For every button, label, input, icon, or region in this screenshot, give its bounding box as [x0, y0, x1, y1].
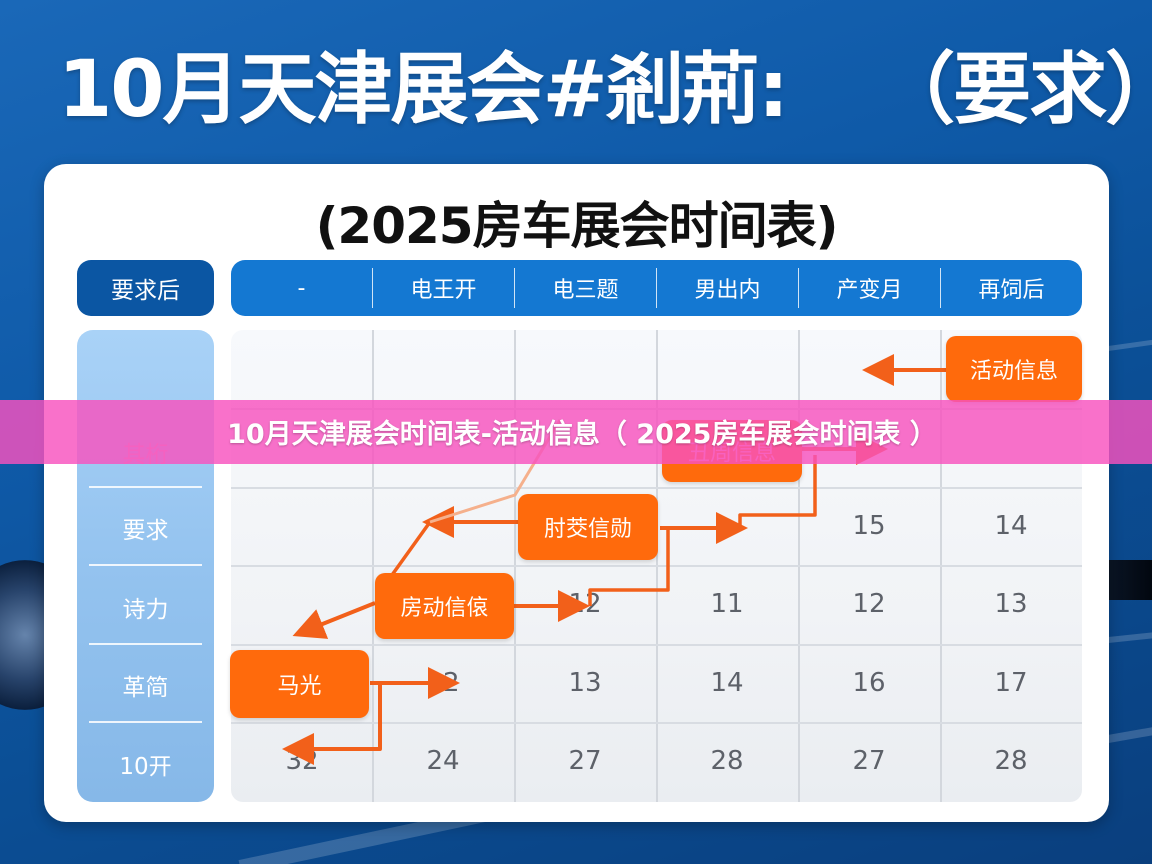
table-cell: 17 [994, 668, 1028, 698]
table-cell: 16 [852, 668, 886, 698]
column-header: 男出内 [656, 268, 798, 308]
table-cell: 12 [852, 589, 886, 619]
corner-header: 要求后 [77, 260, 214, 316]
row-label: 诗力 [122, 597, 169, 623]
table-cell: 27 [568, 746, 602, 776]
schedule-card: (2025房车展会时间表) 要求后 - 电王开 电三题 男出内 产变月 再饲后 … [44, 164, 1109, 822]
column-header-bar: - 电王开 电三题 男出内 产变月 再饲后 [231, 260, 1082, 316]
row-divider [89, 643, 202, 645]
table-cell: 14 [710, 668, 744, 698]
headline-main: 10月天津展会#剎荊: [58, 45, 789, 135]
row-divider [89, 486, 202, 488]
row-label: 要求 [122, 518, 169, 544]
row-divider [89, 564, 202, 566]
table-cell: 15 [852, 511, 886, 541]
row-divider [89, 721, 202, 723]
tag-activity-info: 活动信息 [946, 336, 1082, 402]
column-header: 电三题 [514, 268, 656, 308]
table-cell: 13 [994, 589, 1028, 619]
headline-suffix: （要求） [877, 45, 1152, 135]
table-cell: 27 [852, 746, 886, 776]
table-cell: 12 [568, 589, 602, 619]
table-cell: 28 [994, 746, 1028, 776]
table-cell: 32 [285, 746, 319, 776]
card-title: (2025房车展会时间表) [315, 197, 839, 255]
column-header: 电王开 [372, 268, 514, 308]
caption-banner: 10月天津展会时间表-活动信息（ 2025房车展会时间表 ） [0, 400, 1152, 464]
table-cell: 14 [994, 511, 1028, 541]
table-cell: 12 [426, 668, 460, 698]
table-cell: 11 [710, 589, 744, 619]
grid-line [231, 487, 1082, 489]
grid-line [231, 644, 1082, 646]
table-cell: 24 [426, 746, 460, 776]
column-header: - [297, 275, 306, 301]
table-cell: 28 [710, 746, 744, 776]
tag-ma-guang: 马光 [230, 650, 369, 718]
row-label: 革简 [122, 675, 169, 701]
tag-house-info: 房动信偯 [375, 573, 514, 639]
column-header: 再饲后 [940, 268, 1082, 308]
column-header: 产变月 [798, 268, 940, 308]
headline: 10月天津展会#剎荊: （要求） [58, 40, 1152, 140]
table-cell: 13 [568, 668, 602, 698]
row-label: 10开 [119, 754, 172, 780]
grid-line [231, 722, 1082, 724]
tag-time-info: 肘茭信勋 [518, 494, 658, 560]
caption-text: 10月天津展会时间表-活动信息（ 2025房车展会时间表 ） [227, 419, 937, 450]
